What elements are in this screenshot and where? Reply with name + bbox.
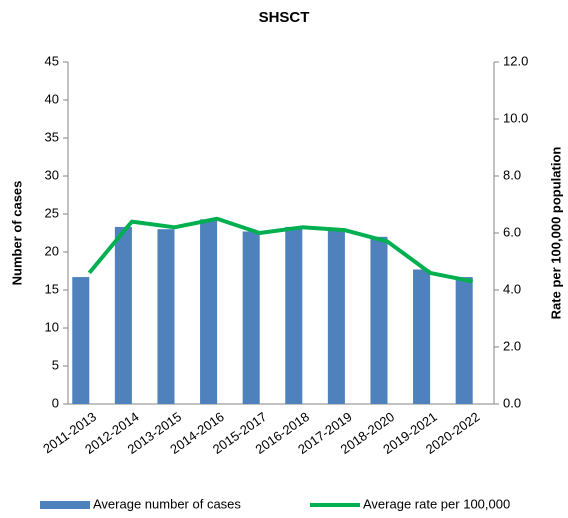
y-tick-label: 25 — [45, 205, 59, 220]
y2-tick-label: 8.0 — [503, 167, 521, 182]
y-tick-label: 15 — [45, 281, 59, 296]
bar — [455, 277, 473, 404]
bar — [370, 236, 388, 404]
legend-label: Average rate per 100,000 — [363, 496, 510, 511]
y-tick-label: 10 — [45, 319, 59, 334]
y-tick-label: 20 — [45, 243, 59, 258]
y2-tick-label: 10.0 — [503, 110, 528, 125]
bar — [72, 277, 90, 404]
bar — [200, 219, 218, 404]
line — [87, 216, 474, 284]
y-tick-label: 35 — [45, 129, 59, 144]
chart-title: SHSCT — [259, 9, 310, 26]
y2-tick-label: 2.0 — [503, 338, 521, 353]
y-tick-label: 45 — [45, 53, 59, 68]
y-tick-label: 30 — [45, 167, 59, 182]
bar — [327, 229, 345, 404]
bar — [242, 231, 260, 404]
legend-label: Average number of cases — [93, 496, 241, 511]
y2-tick-label: 4.0 — [503, 281, 521, 296]
y-tick-label: 40 — [45, 91, 59, 106]
y2-tick-label: 0.0 — [503, 395, 521, 410]
legend-swatch — [40, 501, 90, 509]
y2-tick-label: 12.0 — [503, 53, 528, 68]
y2-axis-title: Rate per 100,000 population — [548, 147, 563, 320]
bar — [413, 269, 431, 404]
bar — [157, 229, 175, 404]
y-tick-label: 0 — [52, 395, 59, 410]
bar — [114, 226, 132, 404]
bar — [285, 226, 303, 404]
y2-tick-label: 6.0 — [503, 224, 521, 239]
y-axis-title: Number of cases — [9, 181, 24, 286]
y-tick-label: 5 — [52, 357, 59, 372]
